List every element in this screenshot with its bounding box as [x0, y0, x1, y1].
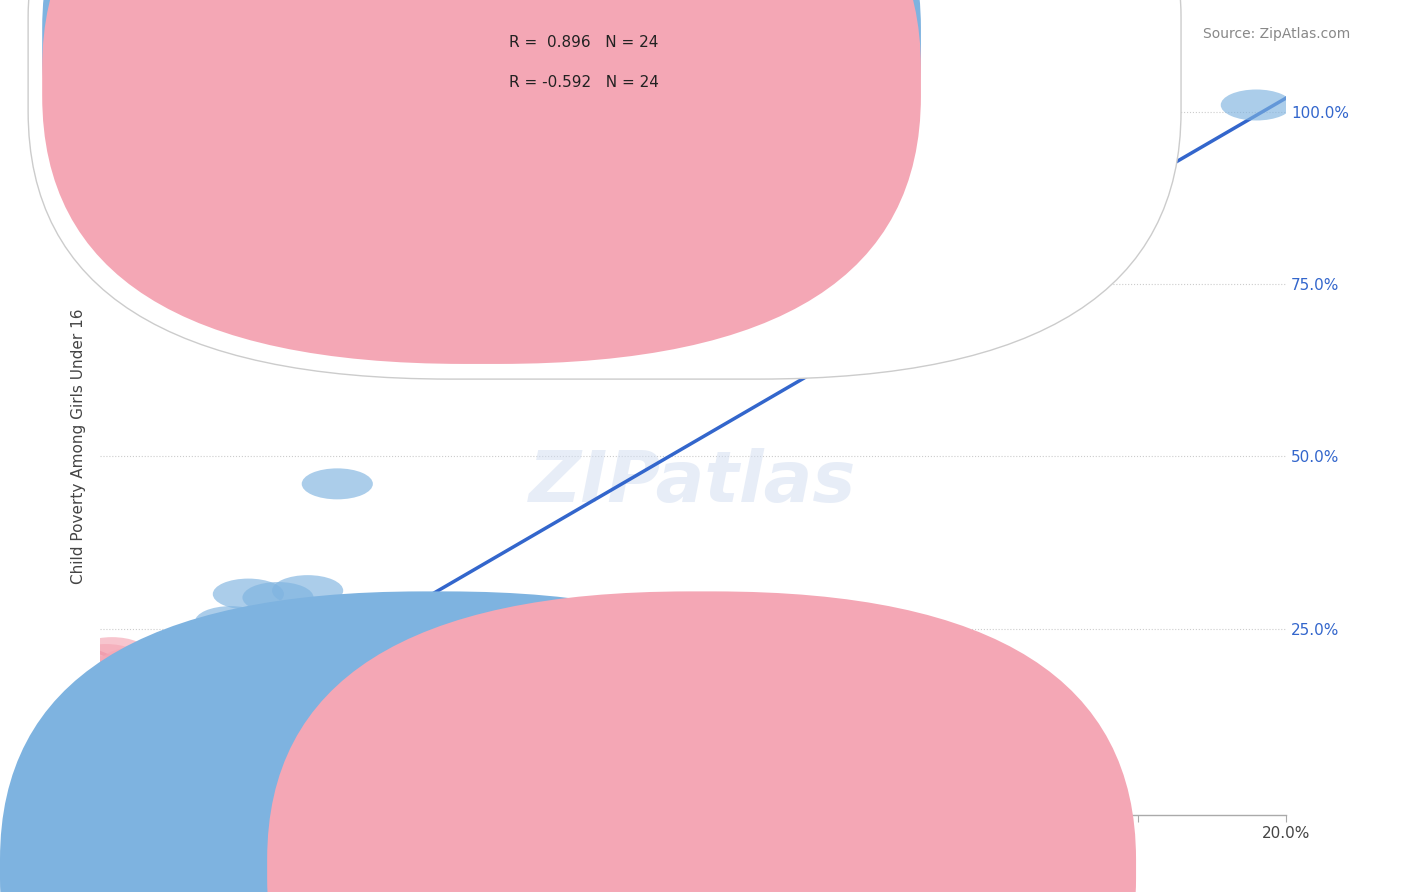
Ellipse shape [212, 706, 284, 737]
Ellipse shape [153, 640, 225, 672]
Ellipse shape [273, 575, 343, 607]
Ellipse shape [177, 689, 249, 720]
Ellipse shape [432, 317, 503, 348]
Ellipse shape [177, 665, 249, 696]
Ellipse shape [153, 672, 225, 703]
Ellipse shape [391, 307, 461, 337]
Ellipse shape [112, 665, 183, 696]
Ellipse shape [166, 679, 236, 709]
Ellipse shape [105, 651, 177, 681]
Ellipse shape [142, 665, 212, 696]
Ellipse shape [94, 675, 166, 706]
Ellipse shape [83, 672, 153, 703]
Ellipse shape [136, 657, 207, 689]
Ellipse shape [166, 633, 236, 665]
Ellipse shape [302, 468, 373, 500]
Ellipse shape [100, 685, 172, 716]
Ellipse shape [1220, 89, 1292, 120]
Ellipse shape [100, 648, 172, 679]
Ellipse shape [105, 665, 177, 696]
Ellipse shape [628, 241, 699, 272]
Text: R = -0.592   N = 24: R = -0.592 N = 24 [509, 75, 659, 89]
Ellipse shape [94, 657, 166, 689]
Ellipse shape [83, 655, 153, 685]
Text: ZIPatlas: ZIPatlas [529, 449, 856, 517]
Ellipse shape [89, 679, 159, 709]
Text: Source: ZipAtlas.com: Source: ZipAtlas.com [1202, 27, 1350, 41]
Ellipse shape [142, 648, 212, 679]
Ellipse shape [89, 661, 159, 692]
Text: Immigrants from Western Europe: Immigrants from Western Europe [392, 863, 648, 877]
Ellipse shape [260, 731, 332, 761]
Ellipse shape [76, 661, 148, 692]
Ellipse shape [70, 668, 142, 699]
Ellipse shape [231, 720, 302, 751]
Ellipse shape [242, 582, 314, 613]
Ellipse shape [172, 696, 242, 727]
Ellipse shape [118, 672, 188, 703]
Ellipse shape [290, 740, 361, 772]
Ellipse shape [212, 579, 284, 609]
Ellipse shape [129, 679, 201, 709]
Ellipse shape [124, 668, 195, 699]
Ellipse shape [409, 313, 479, 344]
Ellipse shape [373, 331, 444, 361]
Ellipse shape [195, 607, 266, 637]
Text: German Russians: German Russians [721, 863, 853, 877]
Ellipse shape [148, 675, 219, 706]
Ellipse shape [76, 637, 148, 668]
Text: IMMIGRANTS FROM WESTERN EUROPE VS GERMAN RUSSIAN CHILD POVERTY AMONG GIRLS UNDER: IMMIGRANTS FROM WESTERN EUROPE VS GERMAN… [56, 27, 1014, 42]
Ellipse shape [129, 655, 201, 685]
Y-axis label: Child Poverty Among Girls Under 16: Child Poverty Among Girls Under 16 [72, 309, 86, 583]
Text: R =  0.896   N = 24: R = 0.896 N = 24 [509, 36, 658, 50]
Ellipse shape [118, 689, 188, 720]
Ellipse shape [242, 713, 314, 744]
Ellipse shape [70, 644, 142, 675]
Ellipse shape [159, 685, 231, 716]
